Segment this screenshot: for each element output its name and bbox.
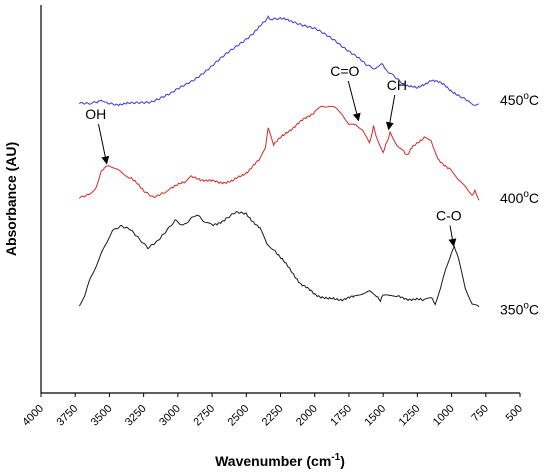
annotation-arrow xyxy=(385,94,396,131)
x-tick-label: 1250 xyxy=(397,403,423,429)
x-tick-label: 4000 xyxy=(20,403,46,429)
annotation-label: C-O xyxy=(436,208,462,224)
x-tick-label: 1500 xyxy=(362,403,388,429)
series-label-unit: C xyxy=(529,190,539,206)
series-400: 400oC xyxy=(78,105,539,206)
x-tick-label: 500 xyxy=(504,403,525,424)
series-label-degree: o xyxy=(523,189,529,200)
annotation-label: C=O xyxy=(330,63,359,79)
series-label-400: 400oC xyxy=(500,189,539,206)
annotation-arrow xyxy=(448,225,457,247)
x-axis-title: Wavenumber (cm-1) xyxy=(215,452,345,469)
annotation-arrow xyxy=(347,80,361,122)
x-tick-label: 1750 xyxy=(328,403,354,429)
series-label-degree: o xyxy=(523,300,529,311)
x-axis-title-tail: ) xyxy=(340,453,345,469)
series-line-400 xyxy=(78,105,480,201)
series-label-degree: o xyxy=(523,91,529,102)
series-label-value: 350 xyxy=(500,301,524,317)
x-axis-title-main: Wavenumber (cm xyxy=(215,453,331,469)
series-label-value: 400 xyxy=(500,190,524,206)
x-tick-label: 3250 xyxy=(123,403,149,429)
series-label-450: 450oC xyxy=(500,91,539,108)
x-tick-label: 750 xyxy=(469,403,490,424)
annotation-label: OH xyxy=(85,106,106,122)
x-axis-ticks: 4000 3750 3500 3250 3000 2750 2500 2250 2000 1750… xyxy=(20,393,525,428)
series-label-unit: C xyxy=(529,92,539,108)
series-450: 450oC xyxy=(78,15,539,108)
annotation-label: CH xyxy=(387,77,407,93)
series-line-350 xyxy=(78,211,480,308)
series-label-unit: C xyxy=(529,301,539,317)
annotation-layer: OH C=O CH C-O xyxy=(85,63,462,247)
y-axis-title: Absorbance (AU) xyxy=(3,142,19,256)
x-tick-label: 2250 xyxy=(260,403,286,429)
plot-frame xyxy=(40,5,520,394)
series-350: 350oC xyxy=(78,211,539,317)
x-axis-title-sup: -1 xyxy=(331,452,340,463)
x-tick-label: 3750 xyxy=(55,403,81,429)
x-tick-label: 2750 xyxy=(191,403,217,429)
x-tick-label: 1000 xyxy=(431,403,457,429)
x-tick-label: 3000 xyxy=(157,403,183,429)
annotation-arrow xyxy=(97,124,110,165)
x-tick-label: 3500 xyxy=(89,403,115,429)
x-tick-label: 2500 xyxy=(226,403,252,429)
series-line-450 xyxy=(78,15,480,107)
series-label-value: 450 xyxy=(500,92,524,108)
x-tick-label: 2000 xyxy=(294,403,320,429)
series-label-350: 350oC xyxy=(500,300,539,317)
